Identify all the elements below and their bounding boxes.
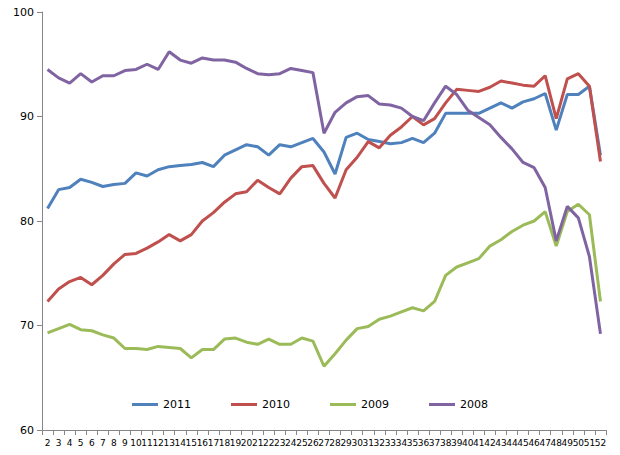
svg-text:31: 31 [363,438,374,448]
svg-text:52: 52 [595,438,606,448]
svg-text:49: 49 [562,438,574,448]
svg-text:48: 48 [551,438,563,448]
svg-text:2: 2 [45,438,51,448]
svg-text:10: 10 [130,438,142,448]
svg-text:45: 45 [517,438,528,448]
svg-text:20: 20 [241,438,253,448]
svg-text:13: 13 [163,438,174,448]
svg-text:8: 8 [111,438,117,448]
svg-text:33: 33 [385,438,396,448]
svg-text:29: 29 [340,438,352,448]
svg-text:9: 9 [122,438,128,448]
svg-text:16: 16 [197,438,209,448]
svg-text:17: 17 [208,438,219,448]
svg-text:2009: 2009 [361,398,389,411]
svg-text:12: 12 [152,438,163,448]
svg-text:43: 43 [495,438,506,448]
svg-text:70: 70 [20,319,34,332]
svg-text:100: 100 [13,6,34,19]
svg-text:26: 26 [307,438,319,448]
svg-text:21: 21 [252,438,263,448]
svg-text:24: 24 [285,438,297,448]
svg-text:25: 25 [296,438,307,448]
svg-text:32: 32 [374,438,385,448]
svg-text:11: 11 [141,438,152,448]
svg-text:2010: 2010 [262,398,290,411]
svg-text:39: 39 [451,438,463,448]
svg-text:60: 60 [20,424,34,437]
svg-text:2011: 2011 [163,398,191,411]
svg-text:2008: 2008 [460,398,488,411]
svg-text:90: 90 [20,110,34,123]
svg-text:15: 15 [186,438,197,448]
svg-text:5: 5 [78,438,84,448]
svg-text:3: 3 [56,438,62,448]
svg-text:19: 19 [230,438,242,448]
svg-text:18: 18 [219,438,231,448]
svg-text:34: 34 [396,438,408,448]
svg-text:7: 7 [100,438,106,448]
svg-text:40: 40 [462,438,474,448]
svg-text:4: 4 [67,438,73,448]
svg-text:41: 41 [473,438,484,448]
svg-text:23: 23 [274,438,285,448]
svg-text:50: 50 [573,438,585,448]
svg-text:38: 38 [440,438,452,448]
svg-text:47: 47 [539,438,550,448]
svg-text:14: 14 [175,438,187,448]
svg-text:37: 37 [429,438,440,448]
svg-text:6: 6 [89,438,95,448]
svg-text:27: 27 [318,438,329,448]
svg-text:30: 30 [351,438,363,448]
svg-text:22: 22 [263,438,274,448]
svg-text:35: 35 [407,438,418,448]
svg-text:80: 80 [20,215,34,228]
svg-text:44: 44 [506,438,518,448]
svg-text:28: 28 [329,438,341,448]
svg-text:51: 51 [584,438,595,448]
svg-text:42: 42 [484,438,495,448]
svg-text:46: 46 [528,438,540,448]
svg-text:36: 36 [418,438,430,448]
